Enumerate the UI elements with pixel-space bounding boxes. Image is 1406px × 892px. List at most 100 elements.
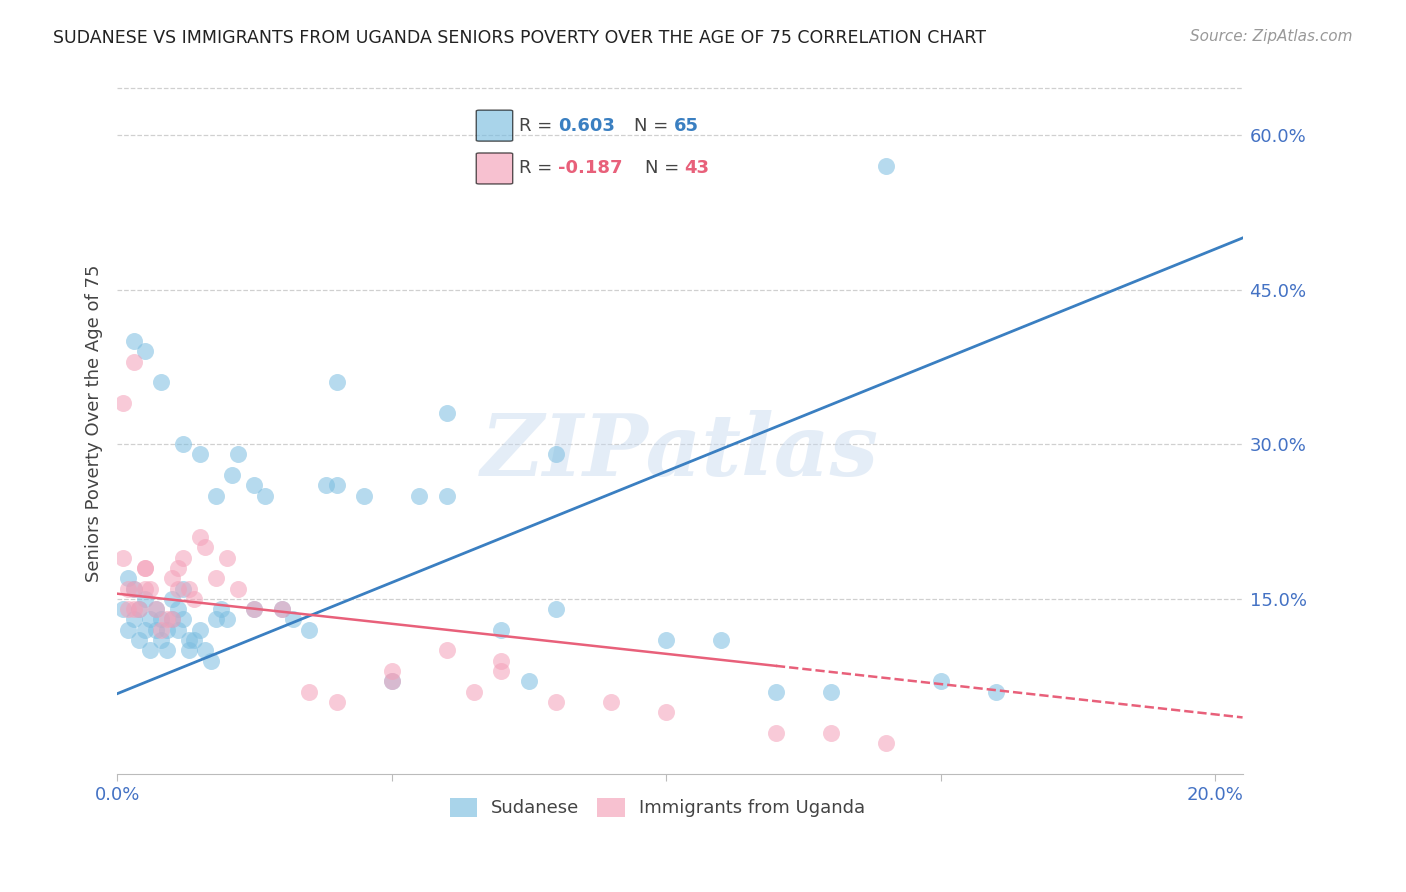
Point xyxy=(177,582,200,596)
Point xyxy=(298,684,321,698)
Point xyxy=(155,612,177,626)
Point xyxy=(128,602,150,616)
Point xyxy=(145,602,167,616)
Point xyxy=(243,602,266,616)
Point xyxy=(160,591,183,606)
Point xyxy=(128,633,150,648)
Point xyxy=(270,602,292,616)
Point xyxy=(134,344,156,359)
Y-axis label: Seniors Poverty Over the Age of 75: Seniors Poverty Over the Age of 75 xyxy=(86,265,103,582)
Point xyxy=(211,602,233,616)
Point xyxy=(326,695,349,709)
Point xyxy=(205,612,228,626)
Point xyxy=(546,448,568,462)
Point xyxy=(160,612,183,626)
Point xyxy=(194,643,217,657)
Point xyxy=(491,664,513,678)
Point xyxy=(188,623,211,637)
Point xyxy=(315,478,337,492)
Point xyxy=(436,406,458,420)
Point xyxy=(139,612,162,626)
Point xyxy=(463,684,485,698)
Point xyxy=(155,623,177,637)
Point xyxy=(111,396,134,410)
Point xyxy=(546,602,568,616)
Point xyxy=(160,571,183,585)
Point xyxy=(166,582,188,596)
Point xyxy=(117,623,139,637)
Point xyxy=(122,582,145,596)
Point xyxy=(166,623,188,637)
Point xyxy=(150,376,173,390)
Point xyxy=(134,561,156,575)
Point xyxy=(381,674,404,689)
Point xyxy=(122,612,145,626)
Point xyxy=(111,602,134,616)
Point xyxy=(243,602,266,616)
Point xyxy=(984,684,1007,698)
Legend: Sudanese, Immigrants from Uganda: Sudanese, Immigrants from Uganda xyxy=(443,791,872,825)
Point xyxy=(145,602,167,616)
Point xyxy=(200,654,222,668)
Point xyxy=(326,478,349,492)
Point xyxy=(177,643,200,657)
Point xyxy=(226,448,249,462)
Point xyxy=(172,582,194,596)
Point xyxy=(194,541,217,555)
Point xyxy=(122,602,145,616)
Point xyxy=(254,489,277,503)
Point xyxy=(188,448,211,462)
Point xyxy=(381,674,404,689)
Point xyxy=(145,623,167,637)
Point xyxy=(408,489,430,503)
Point xyxy=(517,674,540,689)
Point xyxy=(205,571,228,585)
Point xyxy=(436,489,458,503)
Text: ZIPatlas: ZIPatlas xyxy=(481,409,879,493)
Point xyxy=(117,582,139,596)
Point xyxy=(183,633,205,648)
Point xyxy=(326,376,349,390)
Point xyxy=(134,623,156,637)
Point xyxy=(655,633,678,648)
Point xyxy=(134,561,156,575)
Point xyxy=(215,612,238,626)
Point xyxy=(117,571,139,585)
Point xyxy=(122,354,145,368)
Point xyxy=(160,612,183,626)
Point xyxy=(150,623,173,637)
Point xyxy=(172,437,194,451)
Point xyxy=(298,623,321,637)
Point xyxy=(139,582,162,596)
Point xyxy=(491,654,513,668)
Point xyxy=(166,561,188,575)
Point xyxy=(183,591,205,606)
Point xyxy=(134,582,156,596)
Point xyxy=(122,582,145,596)
Point xyxy=(491,623,513,637)
Point xyxy=(243,478,266,492)
Point xyxy=(226,582,249,596)
Point xyxy=(177,633,200,648)
Point xyxy=(436,643,458,657)
Point xyxy=(929,674,952,689)
Point xyxy=(172,612,194,626)
Point xyxy=(875,159,897,173)
Point xyxy=(166,602,188,616)
Point xyxy=(150,633,173,648)
Point xyxy=(270,602,292,616)
Point xyxy=(128,602,150,616)
Point xyxy=(117,602,139,616)
Point xyxy=(122,334,145,348)
Point xyxy=(765,726,787,740)
Point xyxy=(820,684,842,698)
Text: SUDANESE VS IMMIGRANTS FROM UGANDA SENIORS POVERTY OVER THE AGE OF 75 CORRELATIO: SUDANESE VS IMMIGRANTS FROM UGANDA SENIO… xyxy=(53,29,987,46)
Point xyxy=(875,736,897,750)
Point xyxy=(820,726,842,740)
Point xyxy=(205,489,228,503)
Point xyxy=(155,643,177,657)
Point xyxy=(221,468,243,483)
Point xyxy=(215,550,238,565)
Point xyxy=(381,664,404,678)
Point xyxy=(172,550,194,565)
